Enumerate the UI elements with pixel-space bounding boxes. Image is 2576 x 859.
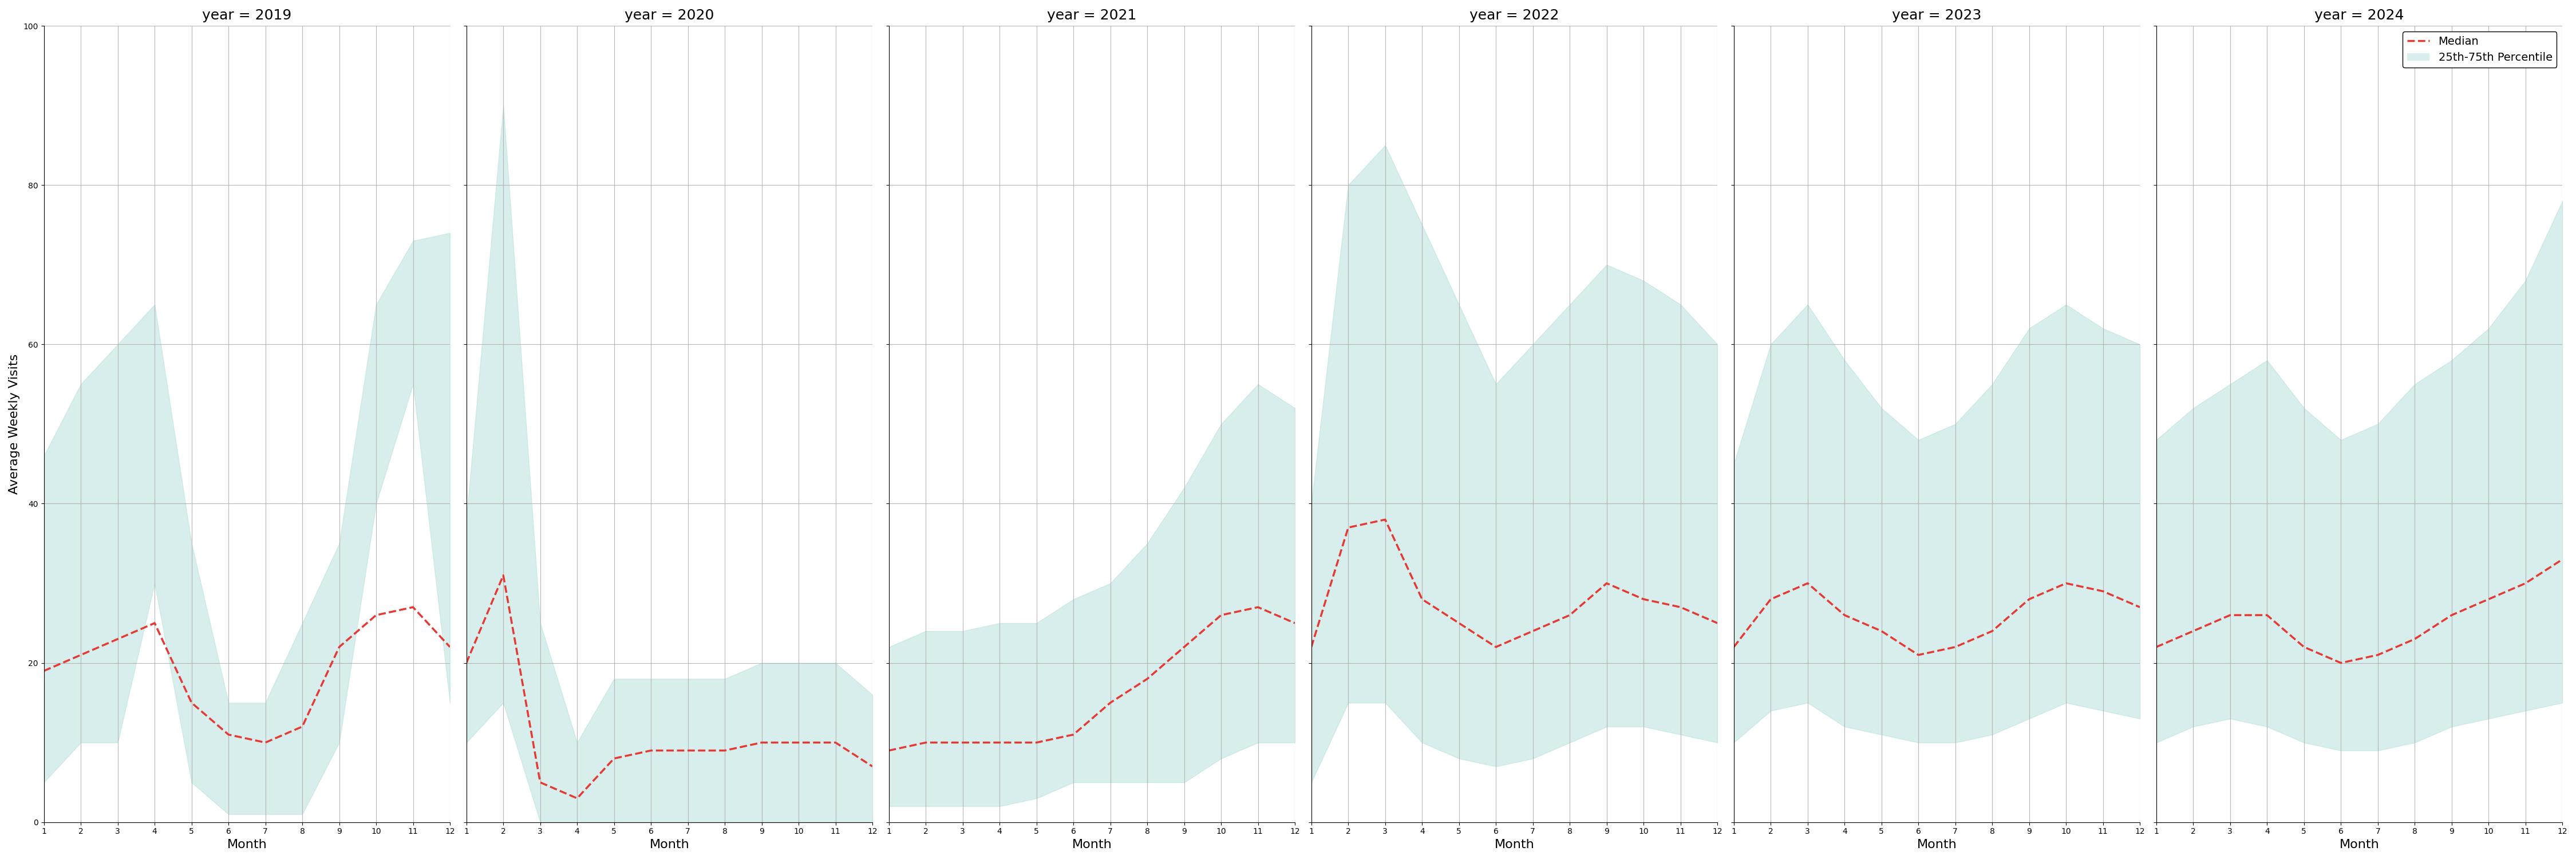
Title: year = 2021: year = 2021 bbox=[1046, 9, 1136, 22]
Median bbox=[2548, 554, 2576, 564]
Median bbox=[435, 642, 466, 652]
Median bbox=[1170, 642, 1200, 652]
Median bbox=[562, 793, 592, 803]
Median bbox=[1904, 649, 1935, 660]
Line: Median: Median bbox=[2156, 559, 2563, 663]
Median bbox=[487, 570, 518, 581]
Line: Median: Median bbox=[1311, 520, 1718, 647]
Median bbox=[28, 666, 59, 676]
Median bbox=[2177, 626, 2208, 637]
Title: year = 2023: year = 2023 bbox=[1893, 9, 1981, 22]
Median bbox=[783, 737, 814, 747]
Median bbox=[397, 602, 428, 612]
Median bbox=[1020, 737, 1051, 747]
Median bbox=[1206, 610, 1236, 620]
X-axis label: Month: Month bbox=[227, 839, 268, 850]
Median bbox=[598, 753, 629, 764]
Median bbox=[1718, 642, 1749, 652]
Median bbox=[139, 618, 170, 628]
Median bbox=[1829, 610, 1860, 620]
Median bbox=[2326, 658, 2357, 668]
Median bbox=[672, 746, 703, 756]
Median bbox=[636, 746, 667, 756]
Median bbox=[250, 737, 281, 747]
Median bbox=[1703, 618, 1734, 628]
Median bbox=[747, 737, 778, 747]
Median bbox=[1296, 642, 1327, 652]
Median bbox=[2050, 578, 2081, 588]
Median bbox=[984, 737, 1015, 747]
Title: year = 2020: year = 2020 bbox=[623, 9, 714, 22]
Line: Median: Median bbox=[44, 607, 451, 742]
Median bbox=[1793, 578, 1824, 588]
Title: year = 2022: year = 2022 bbox=[1468, 9, 1558, 22]
Y-axis label: Average Weekly Visits: Average Weekly Visits bbox=[8, 354, 21, 494]
Median bbox=[1332, 522, 1363, 533]
Median bbox=[286, 722, 317, 732]
Median bbox=[2251, 610, 2282, 620]
X-axis label: Month: Month bbox=[1494, 839, 1535, 850]
X-axis label: Month: Month bbox=[649, 839, 690, 850]
Median bbox=[2087, 586, 2117, 596]
Median bbox=[873, 746, 904, 756]
Median bbox=[708, 746, 739, 756]
Median bbox=[2473, 594, 2504, 605]
Median bbox=[64, 649, 95, 660]
Median bbox=[1406, 594, 1437, 605]
X-axis label: Month: Month bbox=[1917, 839, 1958, 850]
Title: year = 2019: year = 2019 bbox=[201, 9, 291, 22]
Median bbox=[1370, 515, 1401, 525]
Median bbox=[2014, 594, 2045, 605]
Title: year = 2024: year = 2024 bbox=[2316, 9, 2403, 22]
Median bbox=[2437, 610, 2468, 620]
Median bbox=[175, 698, 206, 708]
Median bbox=[103, 634, 134, 644]
Median bbox=[2215, 610, 2246, 620]
Median bbox=[1754, 594, 1785, 605]
Median bbox=[1131, 673, 1162, 684]
X-axis label: Month: Month bbox=[2339, 839, 2380, 850]
Median bbox=[909, 737, 940, 747]
Median bbox=[1242, 602, 1273, 612]
X-axis label: Month: Month bbox=[1072, 839, 1113, 850]
Median bbox=[2509, 578, 2540, 588]
Median bbox=[819, 737, 850, 747]
Median bbox=[1865, 626, 1896, 637]
Median bbox=[1976, 626, 2007, 637]
Median bbox=[325, 642, 355, 652]
Median bbox=[361, 610, 392, 620]
Median bbox=[1517, 626, 1548, 637]
Median bbox=[2398, 634, 2429, 644]
Median bbox=[1664, 602, 1695, 612]
Median bbox=[858, 761, 889, 771]
Median bbox=[2287, 642, 2318, 652]
Median bbox=[1592, 578, 1623, 588]
Median bbox=[451, 658, 482, 668]
Median bbox=[2141, 642, 2172, 652]
Median bbox=[2125, 602, 2156, 612]
Median bbox=[1553, 610, 1584, 620]
Median bbox=[214, 729, 245, 740]
Median bbox=[1095, 698, 1126, 708]
Median bbox=[948, 737, 979, 747]
Median bbox=[1443, 618, 1473, 628]
Legend: Median, 25th-75th Percentile: Median, 25th-75th Percentile bbox=[2403, 32, 2558, 68]
Median bbox=[1059, 729, 1090, 740]
Median bbox=[1280, 618, 1311, 628]
Median bbox=[1940, 642, 1971, 652]
Median bbox=[1481, 642, 1512, 652]
Median bbox=[2362, 649, 2393, 660]
Median bbox=[526, 777, 556, 788]
Line: Median: Median bbox=[1734, 583, 2141, 655]
Line: Median: Median bbox=[889, 607, 1296, 751]
Median bbox=[1628, 594, 1659, 605]
Line: Median: Median bbox=[466, 576, 873, 798]
